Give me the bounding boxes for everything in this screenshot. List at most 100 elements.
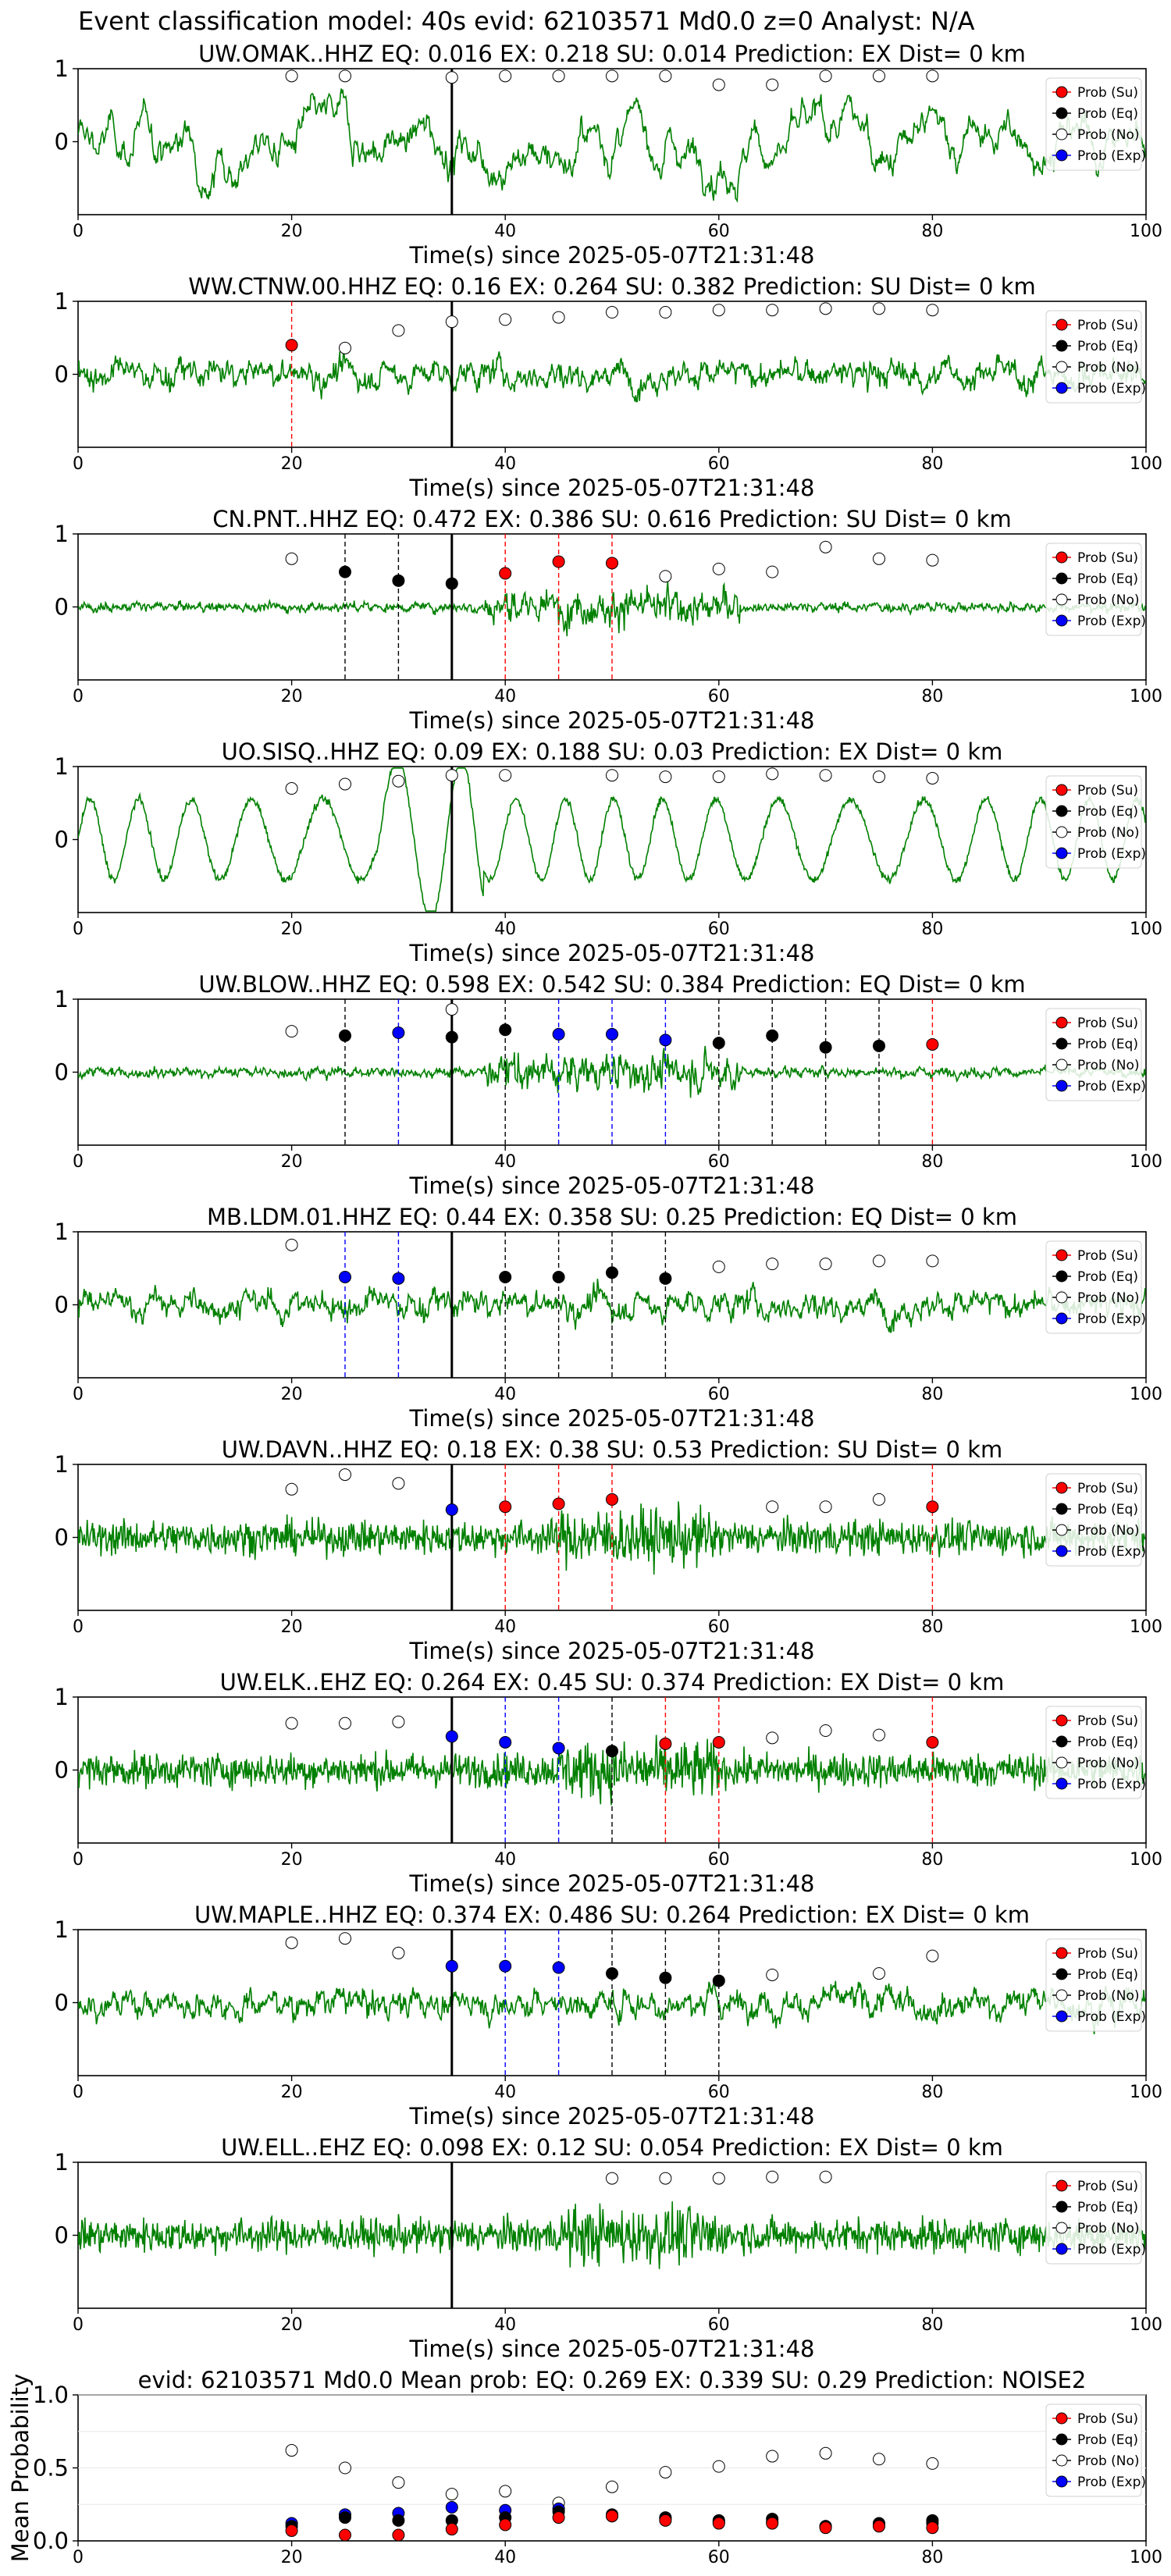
legend-label-eq: Prob (Eq) (1077, 1735, 1138, 1750)
x-tick-label: 0 (73, 454, 84, 474)
panel-title: UW.OMAK..HHZ EQ: 0.016 EX: 0.218 SU: 0.0… (198, 41, 1026, 67)
x-tick-label: 60 (708, 222, 730, 241)
legend-label-exp: Prob (Exp) (1077, 1544, 1146, 1560)
x-tick-label: 80 (921, 1152, 943, 1172)
legend-marker-no (1055, 128, 1068, 141)
panel-title: UW.BLOW..HHZ EQ: 0.598 EX: 0.542 SU: 0.3… (198, 971, 1025, 998)
x-tick-label: 80 (921, 2083, 943, 2102)
prob-point-no (926, 304, 939, 317)
prob-point-su (285, 339, 298, 352)
prob-point-no (659, 2172, 672, 2185)
panel-title: MB.LDM.01.HHZ EQ: 0.44 EX: 0.358 SU: 0.2… (207, 1204, 1017, 1230)
x-tick-label: 0 (73, 1385, 84, 1404)
y-tick-label: 0 (55, 361, 69, 388)
legend-marker-eq (1055, 1968, 1068, 1980)
legend-marker-eq (1055, 572, 1068, 585)
x-tick-label: 20 (281, 2548, 303, 2567)
legend-label-exp: Prob (Exp) (1077, 1079, 1146, 1094)
prob-point-eq (766, 1029, 779, 1042)
x-tick-label: 80 (921, 1850, 943, 1870)
x-tick-label: 100 (1130, 2548, 1162, 2567)
legend-marker-su (1055, 1947, 1068, 1959)
prob-point-no (926, 771, 939, 785)
legend-marker-su (1055, 784, 1068, 796)
legend-marker-su (1055, 1714, 1068, 1727)
x-tick-label: 0 (73, 1850, 84, 1870)
prob-point-no (285, 1936, 298, 1949)
prob-point-exp (445, 2500, 458, 2514)
prob-point-no (339, 69, 351, 83)
x-axis-label: Time(s) since 2025-05-07T21:31:48 (409, 940, 815, 966)
legend-marker-exp (1055, 2243, 1068, 2255)
y-tick-label: 1 (55, 1451, 69, 1478)
legend-box (1045, 1240, 1142, 1334)
x-tick-label: 100 (1130, 2315, 1162, 2335)
legend-marker-eq (1055, 107, 1068, 119)
x-tick-label: 80 (921, 1385, 943, 1404)
legend-label-no: Prob (No) (1077, 825, 1140, 841)
legend-label-exp: Prob (Exp) (1077, 1311, 1146, 1327)
legend-label-su: Prob (Su) (1077, 2179, 1138, 2194)
prob-point-exp (445, 1503, 458, 1516)
legend-box (1045, 1938, 1142, 2032)
legend-marker-no (1055, 2222, 1068, 2234)
prob-point-no (873, 770, 885, 784)
prob-point-no (819, 2446, 832, 2460)
prob-point-su (499, 1500, 512, 1514)
prob-point-no (819, 540, 832, 553)
legend: Prob (Su) Prob (Eq) Prob (No) Prob (Exp) (1045, 1473, 1146, 1567)
prob-point-exp (339, 1270, 351, 1283)
prob-point-no (499, 769, 512, 782)
x-tick-label: 20 (281, 920, 303, 939)
prob-point-exp (606, 1027, 618, 1041)
prob-point-no (712, 562, 725, 575)
legend-label-eq: Prob (Eq) (1077, 1967, 1138, 1983)
legend: Prob (Su) Prob (Eq) Prob (No) Prob (Exp) (1045, 775, 1146, 869)
prob-point-eq (659, 1971, 672, 1984)
x-tick-label: 20 (281, 222, 303, 241)
legend-marker-exp (1055, 382, 1068, 394)
prob-point-no (606, 69, 618, 83)
legend: Prob (Su) Prob (Eq) Prob (No) Prob (Exp) (1045, 1008, 1146, 1101)
x-tick-label: 40 (494, 687, 516, 706)
prob-point-su (499, 2518, 512, 2532)
y-tick-label: 1 (55, 1684, 69, 1710)
y-tick-label: 1 (55, 521, 69, 547)
prob-point-eq (819, 1041, 832, 1054)
x-tick-label: 0 (73, 222, 84, 241)
legend-label-exp: Prob (Exp) (1077, 1777, 1146, 1792)
legend-marker-no (1055, 1291, 1068, 1304)
prob-point-no (712, 78, 725, 91)
x-axis-label: Time(s) since 2025-05-07T21:31:48 (409, 707, 815, 734)
prob-point-su (766, 2517, 779, 2530)
panel-8: UW.MAPLE..HHZ EQ: 0.374 EX: 0.486 SU: 0.… (55, 1902, 1162, 2129)
prob-point-su (499, 567, 512, 580)
legend-marker-no (1055, 593, 1068, 606)
prob-point-no (873, 1493, 885, 1506)
legend: Prob (Su) Prob (Eq) Prob (No) Prob (Exp) (1045, 2403, 1146, 2497)
x-axis-label: Time(s) since 2025-05-07T21:31:48 (409, 1405, 815, 1432)
legend-marker-exp (1055, 1777, 1068, 1790)
prob-point-eq (499, 1270, 512, 1283)
prob-point-no (285, 782, 298, 795)
x-tick-label: 60 (708, 1617, 730, 1637)
legend-label-su: Prob (Su) (1077, 1016, 1138, 1031)
legend-label-su: Prob (Su) (1077, 550, 1138, 566)
prob-point-eq (712, 1037, 725, 1050)
waveform-trace (78, 767, 1146, 912)
x-tick-label: 100 (1130, 687, 1162, 706)
x-tick-label: 60 (708, 2548, 730, 2567)
prob-point-eq (445, 1030, 458, 1044)
legend-label-no: Prob (No) (1077, 1988, 1140, 2004)
y-tick-label: 0 (55, 1990, 69, 2016)
prob-point-su (285, 2524, 298, 2537)
x-tick-label: 40 (494, 2083, 516, 2102)
prob-point-no (659, 570, 672, 583)
prob-point-eq (606, 1967, 618, 1980)
y-tick-label: 1 (55, 55, 69, 82)
prob-point-eq (339, 565, 351, 578)
legend-label-exp: Prob (Exp) (1077, 2242, 1146, 2258)
prob-point-no (766, 1731, 779, 1745)
prob-point-su (659, 2514, 672, 2527)
